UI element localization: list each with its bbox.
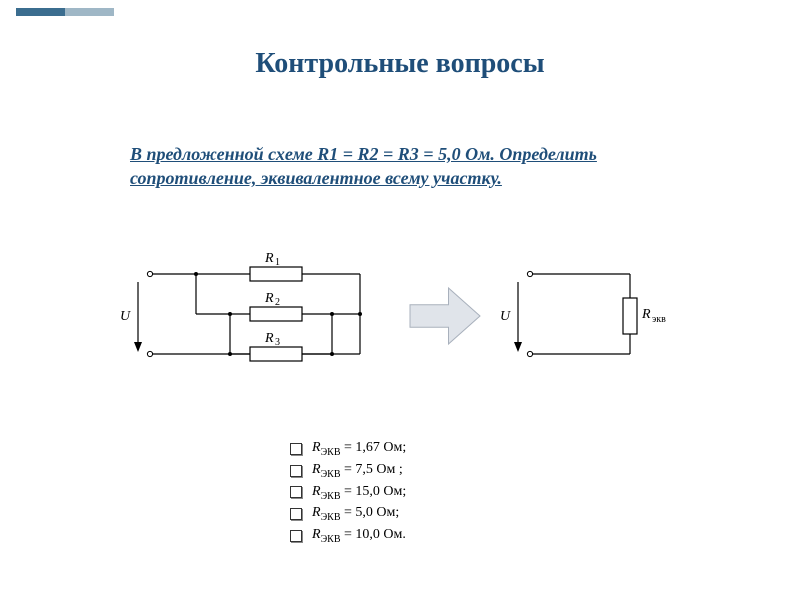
- svg-text:2: 2: [275, 297, 280, 308]
- svg-text:3: 3: [275, 337, 280, 348]
- checkbox-icon: [290, 530, 302, 542]
- answer-list: RЭКВ = 1,67 Ом; RЭКВ = 7,5 Ом ; RЭКВ = 1…: [290, 440, 406, 549]
- circuit-diagram: UR1R2R3URэкв: [110, 248, 700, 418]
- svg-text:1: 1: [275, 257, 280, 268]
- svg-text:R: R: [264, 251, 274, 266]
- page-title: Контрольные вопросы: [0, 48, 800, 80]
- accent-bar: [16, 8, 114, 16]
- question-text: В предложенной схеме R1 = R2 = R3 = 5,0 …: [130, 142, 670, 191]
- answer-option[interactable]: RЭКВ = 7,5 Ом ;: [290, 462, 406, 480]
- answer-option[interactable]: RЭКВ = 1,67 Ом;: [290, 440, 406, 458]
- svg-text:R: R: [264, 291, 274, 306]
- svg-text:экв: экв: [652, 314, 666, 325]
- checkbox-icon: [290, 443, 302, 455]
- checkbox-icon: [290, 508, 302, 520]
- svg-text:U: U: [120, 309, 131, 324]
- checkbox-icon: [290, 465, 302, 477]
- checkbox-icon: [290, 486, 302, 498]
- answer-option[interactable]: RЭКВ = 10,0 Ом.: [290, 527, 406, 545]
- svg-text:R: R: [264, 331, 274, 346]
- svg-text:U: U: [500, 309, 511, 324]
- svg-text:R: R: [641, 307, 651, 322]
- answer-option[interactable]: RЭКВ = 15,0 Ом;: [290, 484, 406, 502]
- answer-option[interactable]: RЭКВ = 5,0 Ом;: [290, 505, 406, 523]
